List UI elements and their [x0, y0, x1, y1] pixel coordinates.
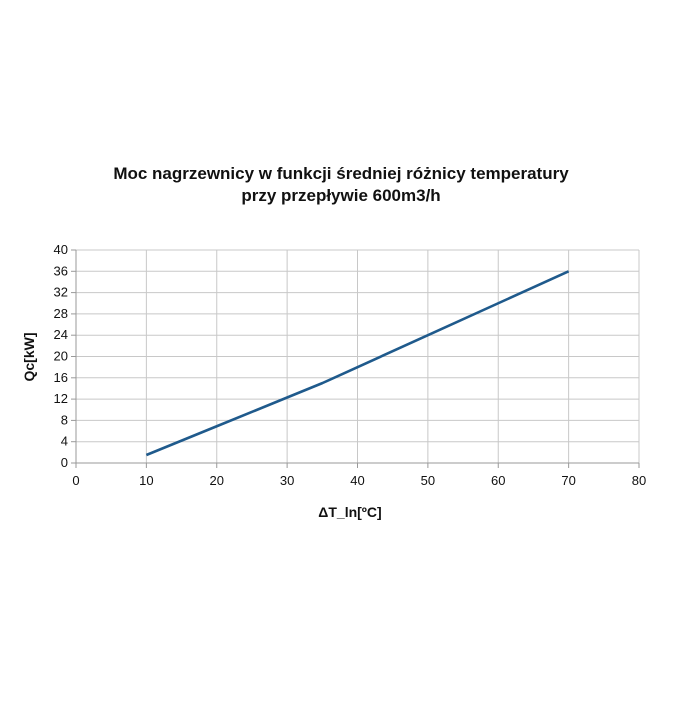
y-tick-label: 8: [61, 412, 68, 427]
y-tick-label: 16: [54, 370, 68, 385]
y-tick-label: 32: [54, 285, 68, 300]
y-axis-label: Qc[kW]: [21, 333, 37, 382]
x-tick-label: 10: [139, 473, 153, 488]
x-axis-label: ΔT_ln[ºC]: [318, 504, 381, 520]
y-tick-label: 4: [61, 434, 68, 449]
y-tick-label: 20: [54, 349, 68, 364]
x-tick-label: 60: [491, 473, 505, 488]
y-tick-label: 12: [54, 391, 68, 406]
x-tick-label: 30: [280, 473, 294, 488]
x-tick-label: 80: [632, 473, 646, 488]
x-tick-label: 50: [421, 473, 435, 488]
y-tick-label: 0: [61, 455, 68, 470]
x-tick-label: 0: [72, 473, 79, 488]
chart-title: przy przepływie 600m3/h: [241, 186, 440, 205]
chart-title: Moc nagrzewnicy w funkcji średniej różni…: [113, 164, 569, 183]
y-tick-label: 40: [54, 242, 68, 257]
x-tick-label: 70: [561, 473, 575, 488]
data-line: [145, 270, 570, 457]
y-tick-label: 24: [54, 327, 68, 342]
x-tick-label: 40: [350, 473, 364, 488]
y-tick-label: 28: [54, 306, 68, 321]
y-tick-label: 36: [54, 263, 68, 278]
x-tick-label: 20: [210, 473, 224, 488]
